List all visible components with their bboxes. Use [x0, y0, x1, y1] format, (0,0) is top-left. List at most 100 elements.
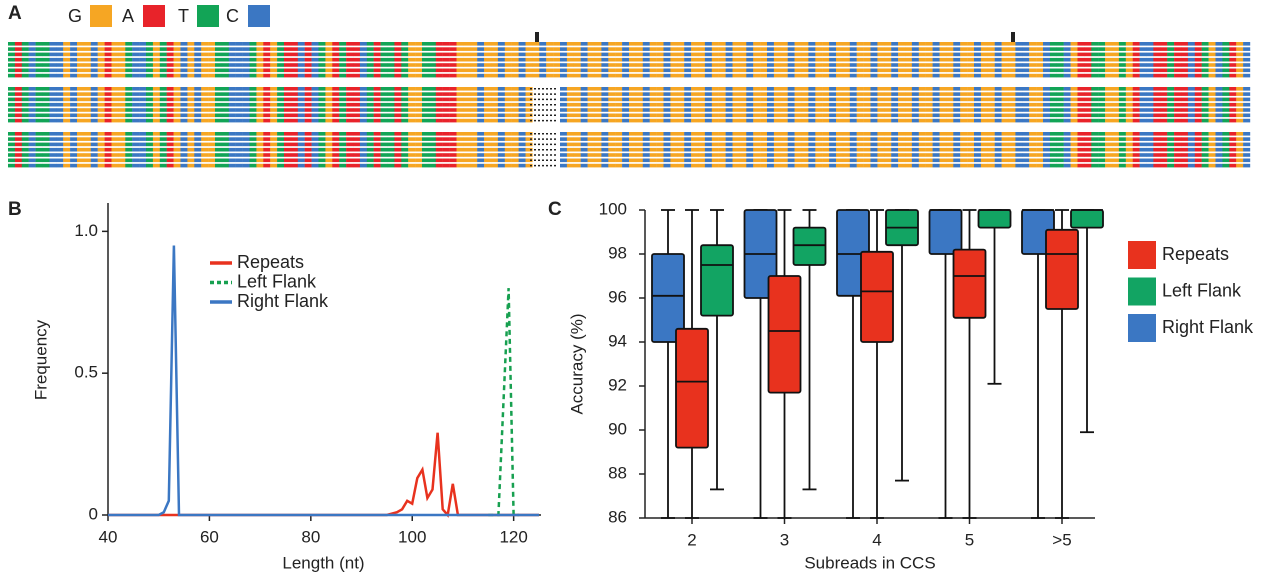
base-cell — [1008, 153, 1016, 157]
base-cell — [1022, 52, 1030, 57]
base-cell — [118, 137, 126, 141]
base-cell — [822, 137, 830, 141]
base-cell — [70, 63, 78, 67]
base-cell — [580, 137, 588, 141]
base-cell — [14, 92, 22, 96]
base-cell — [801, 142, 809, 147]
base-cell — [311, 87, 319, 91]
base-cell — [70, 132, 78, 136]
base-cell — [649, 57, 657, 62]
base-cell — [787, 92, 795, 96]
base-cell — [1153, 68, 1161, 73]
base-cell — [456, 47, 464, 51]
base-cell — [594, 68, 602, 73]
base-cell — [415, 142, 423, 147]
base-cell — [1201, 102, 1209, 107]
base-cell — [1118, 63, 1126, 67]
base-cell — [877, 163, 885, 168]
base-cell — [387, 92, 395, 96]
base-cell — [939, 42, 947, 46]
base-cell — [1036, 108, 1044, 112]
base-cell — [898, 137, 906, 141]
base-cell — [870, 102, 878, 107]
base-cell — [670, 113, 678, 118]
base-cell — [435, 52, 443, 57]
base-cell — [408, 47, 416, 51]
base-cell — [1043, 137, 1051, 141]
base-cell — [139, 108, 147, 112]
base-cell — [642, 118, 650, 123]
base-cell — [773, 87, 781, 91]
base-cell — [911, 118, 919, 123]
base-cell — [573, 57, 581, 62]
base-cell — [449, 163, 457, 168]
base-cell — [152, 73, 160, 78]
base-cell — [359, 158, 367, 163]
base-cell — [428, 68, 436, 73]
base-cell — [1160, 97, 1168, 102]
base-cell — [359, 132, 367, 136]
base-cell — [946, 92, 954, 96]
base-cell — [1125, 163, 1133, 168]
base-cell — [1229, 87, 1237, 91]
base-cell — [511, 132, 519, 136]
base-cell — [304, 87, 312, 91]
base-cell — [228, 163, 236, 168]
base-cell — [1174, 108, 1182, 112]
base-cell — [159, 158, 167, 163]
base-cell — [1194, 163, 1202, 168]
base-cell — [484, 158, 492, 163]
base-cell — [1112, 163, 1120, 168]
base-cell — [560, 68, 568, 73]
base-cell — [718, 153, 726, 157]
base-cell — [180, 97, 188, 102]
base-cell — [1153, 137, 1161, 141]
base-cell — [1043, 68, 1051, 73]
base-cell — [118, 63, 126, 67]
base-cell — [656, 147, 664, 152]
base-cell — [497, 63, 505, 67]
base-cell — [408, 87, 416, 91]
base-cell — [504, 57, 512, 62]
base-cell — [387, 73, 395, 78]
base-cell — [684, 87, 692, 91]
base-cell — [566, 142, 574, 147]
base-cell — [1194, 52, 1202, 57]
base-cell — [856, 147, 864, 152]
base-cell — [1112, 113, 1120, 118]
base-cell — [449, 47, 457, 51]
base-cell — [180, 108, 188, 112]
base-cell — [1201, 87, 1209, 91]
base-cell — [1146, 132, 1154, 136]
base-cell — [615, 92, 623, 96]
base-cell — [387, 118, 395, 123]
base-cell — [601, 57, 609, 62]
base-cell — [284, 113, 292, 118]
base-cell — [1181, 108, 1189, 112]
base-cell — [277, 147, 285, 152]
base-cell — [70, 142, 78, 147]
base-cell — [794, 108, 802, 112]
base-cell — [235, 153, 243, 157]
base-cell — [925, 52, 933, 57]
base-cell — [1022, 153, 1030, 157]
base-cell — [635, 73, 643, 78]
base-cell — [353, 142, 361, 147]
base-cell — [1070, 102, 1078, 107]
base-cell — [249, 147, 257, 152]
base-cell — [732, 113, 740, 118]
base-cell — [1008, 137, 1016, 141]
base-cell — [180, 68, 188, 73]
base-cell — [704, 42, 712, 46]
base-cell — [663, 87, 671, 91]
base-cell — [139, 63, 147, 67]
base-cell — [408, 132, 416, 136]
base-cell — [215, 137, 223, 141]
base-cell — [284, 47, 292, 51]
base-cell — [173, 132, 181, 136]
base-cell — [325, 42, 333, 46]
base-cell — [518, 113, 526, 118]
base-cell — [546, 57, 554, 62]
base-cell — [180, 158, 188, 163]
base-cell — [1105, 142, 1113, 147]
